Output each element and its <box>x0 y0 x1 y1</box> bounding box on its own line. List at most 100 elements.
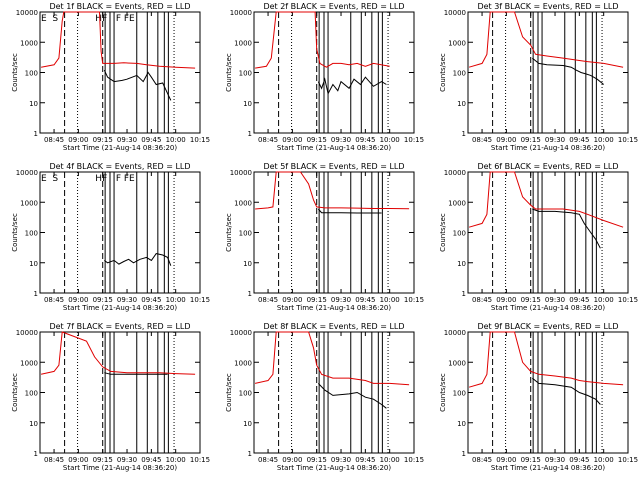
plot-frame <box>253 171 415 294</box>
flag-letters: E S HF F FE <box>41 14 135 24</box>
y-tick-label: 1 <box>248 450 252 458</box>
detector-panel-3: Det 3f BLACK = Events, RED = LLD 1 10 100 10… <box>439 2 638 152</box>
events-series-line <box>103 69 172 101</box>
panel-title: Det 2f BLACK = Events, RED = LLD <box>263 2 404 11</box>
y-tick-label: 10000 <box>16 169 38 177</box>
events-series-line <box>531 57 605 85</box>
x-axis-label: Start Time (21-Aug-14 08:36:20) <box>491 144 605 152</box>
x-axis-label: Start Time (21-Aug-14 08:36:20) <box>277 304 391 312</box>
y-tick-label: 100 <box>453 70 466 78</box>
y-axis-label: Counts/sec <box>11 53 19 92</box>
x-tick-label: 08:45 <box>258 296 278 304</box>
y-tick-label: 100 <box>239 70 252 78</box>
y-axis-label: Counts/sec <box>439 373 447 412</box>
y-axis-label: Counts/sec <box>225 53 233 92</box>
x-tick-label: 09:00 <box>68 296 88 304</box>
x-tick-label: 09:30 <box>117 456 137 464</box>
x-tick-label: 10:00 <box>594 136 614 144</box>
y-tick-label: 1 <box>34 450 38 458</box>
x-tick-label: 09:45 <box>569 136 589 144</box>
x-tick-label: 10:00 <box>166 136 186 144</box>
x-tick-label: 10:00 <box>380 296 400 304</box>
x-tick-label: 09:00 <box>496 456 516 464</box>
y-tick-label: 1000 <box>234 199 252 207</box>
panel-title: Det 5f BLACK = Events, RED = LLD <box>263 162 404 171</box>
x-tick-label: 10:00 <box>594 456 614 464</box>
x-tick-label: 08:45 <box>258 136 278 144</box>
x-tick-label: 09:00 <box>496 296 516 304</box>
x-axis-label: Start Time (21-Aug-14 08:36:20) <box>277 464 391 472</box>
y-tick-label: 10 <box>457 260 466 268</box>
detector-panel-2: Det 2f BLACK = Events, RED = LLD 1 10 100 10… <box>225 2 424 152</box>
y-tick-label: 100 <box>25 390 38 398</box>
x-tick-label: 09:30 <box>545 136 565 144</box>
plot-frame <box>467 11 629 134</box>
x-axis-label: Start Time (21-Aug-14 08:36:20) <box>491 304 605 312</box>
y-tick-label: 1 <box>462 290 466 298</box>
x-tick-label: 09:15 <box>307 136 327 144</box>
y-tick-label: 10 <box>243 260 252 268</box>
x-tick-label: 09:30 <box>117 136 137 144</box>
x-tick-label: 10:15 <box>404 296 424 304</box>
y-axis-label: Counts/sec <box>225 213 233 252</box>
panel-title: Det 9f BLACK = Events, RED = LLD <box>477 322 618 331</box>
x-tick-label: 09:00 <box>282 456 302 464</box>
x-tick-label: 09:15 <box>521 456 541 464</box>
y-tick-label: 10000 <box>16 329 38 337</box>
x-tick-label: 09:45 <box>355 456 375 464</box>
y-tick-label: 10 <box>243 420 252 428</box>
events-series-line <box>317 76 387 96</box>
x-tick-label: 10:15 <box>404 456 424 464</box>
x-tick-label: 09:30 <box>331 136 351 144</box>
y-tick-label: 1 <box>462 130 466 138</box>
x-tick-label: 09:30 <box>117 296 137 304</box>
y-tick-label: 100 <box>25 70 38 78</box>
x-tick-label: 08:45 <box>472 296 492 304</box>
y-axis-label: Counts/sec <box>439 53 447 92</box>
x-tick-label: 08:45 <box>472 136 492 144</box>
y-tick-label: 1 <box>34 130 38 138</box>
x-tick-label: 10:15 <box>618 456 638 464</box>
detector-panel-5: Det 5f BLACK = Events, RED = LLD 1 10 100 10… <box>225 162 424 312</box>
plot-frame <box>253 11 415 134</box>
y-tick-label: 1000 <box>20 359 38 367</box>
x-tick-label: 09:00 <box>282 136 302 144</box>
y-axis-label: Counts/sec <box>11 373 19 412</box>
x-tick-label: 08:45 <box>258 456 278 464</box>
detector-panel-8: Det 8f BLACK = Events, RED = LLD 1 10 100 10… <box>225 322 424 472</box>
y-axis-label: Counts/sec <box>11 213 19 252</box>
y-tick-label: 100 <box>25 230 38 238</box>
x-tick-label: 09:45 <box>141 296 161 304</box>
y-tick-label: 10000 <box>230 9 252 17</box>
y-tick-label: 10 <box>243 100 252 108</box>
detector-panel-1: Det 1f BLACK = Events, RED = LLD 1 10 100 10… <box>11 2 210 152</box>
plot-frame <box>39 171 201 294</box>
x-tick-label: 09:00 <box>68 456 88 464</box>
y-tick-label: 1000 <box>448 359 466 367</box>
lld-series-line <box>255 11 390 69</box>
y-tick-label: 100 <box>453 390 466 398</box>
y-tick-label: 10000 <box>444 9 466 17</box>
lld-series-line <box>255 171 410 210</box>
y-tick-label: 1000 <box>20 199 38 207</box>
y-tick-label: 10 <box>29 420 38 428</box>
y-tick-label: 10000 <box>230 329 252 337</box>
plot-frame <box>467 331 629 454</box>
y-tick-label: 100 <box>239 390 252 398</box>
detector-panel-9: Det 9f BLACK = Events, RED = LLD 1 10 100 10… <box>439 322 638 472</box>
y-axis-label: Counts/sec <box>225 373 233 412</box>
x-axis-label: Start Time (21-Aug-14 08:36:20) <box>63 464 177 472</box>
x-tick-label: 09:15 <box>93 456 113 464</box>
x-tick-label: 09:30 <box>545 456 565 464</box>
x-tick-label: 08:45 <box>44 456 64 464</box>
panel-title: Det 1f BLACK = Events, RED = LLD <box>49 2 190 11</box>
lld-series-line <box>41 11 196 69</box>
x-axis-label: Start Time (21-Aug-14 08:36:20) <box>63 304 177 312</box>
x-tick-label: 09:15 <box>521 296 541 304</box>
y-tick-label: 1 <box>248 130 252 138</box>
x-tick-label: 10:00 <box>166 296 186 304</box>
y-tick-label: 1000 <box>234 359 252 367</box>
y-tick-label: 1000 <box>20 39 38 47</box>
y-tick-label: 10 <box>457 100 466 108</box>
x-tick-label: 09:45 <box>355 296 375 304</box>
